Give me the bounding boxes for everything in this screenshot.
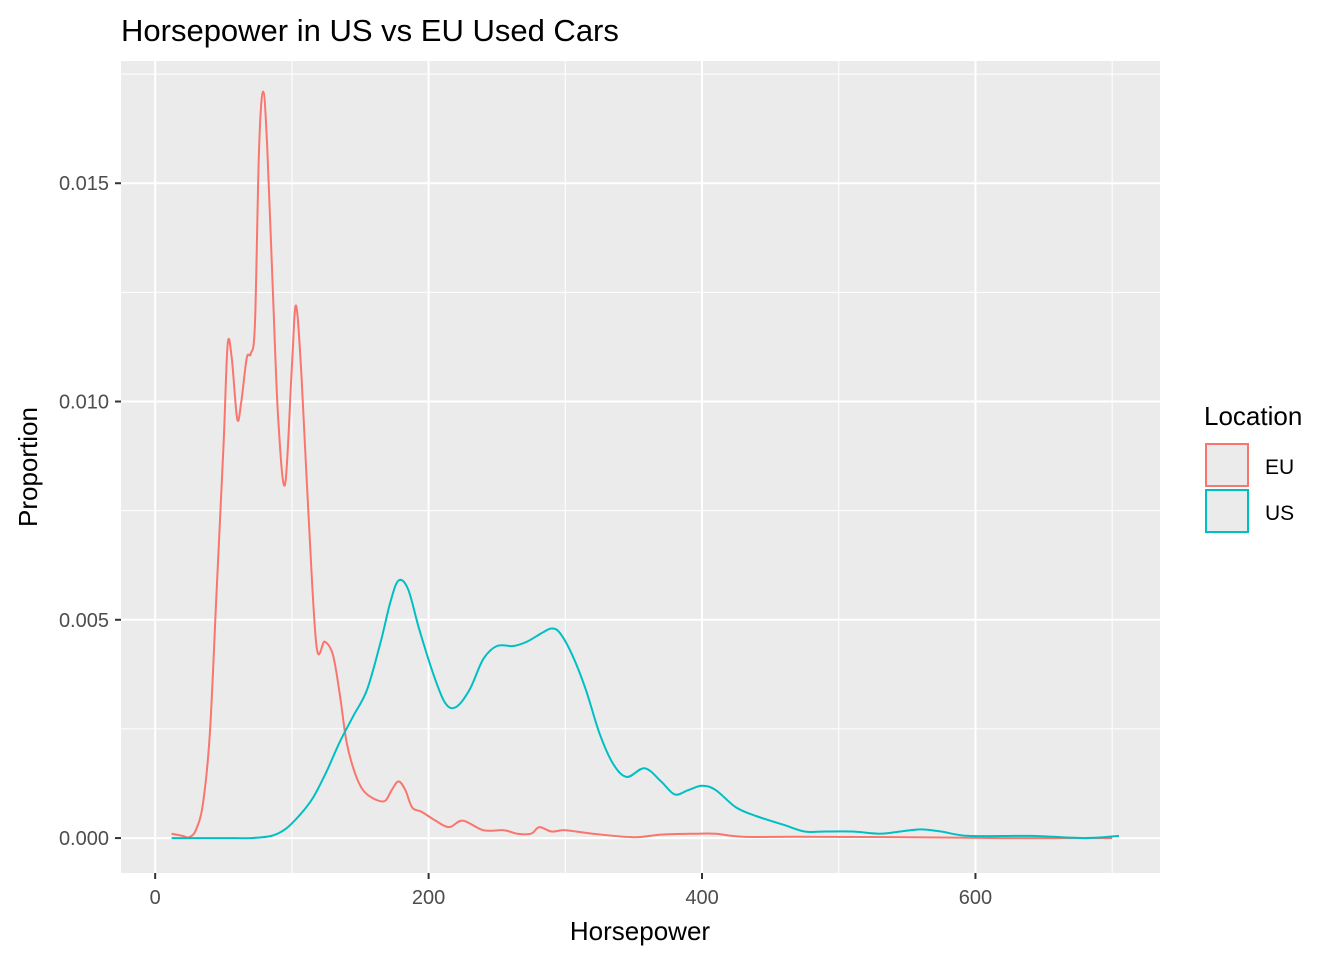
y-tick-label: 0.010 — [59, 392, 109, 414]
major-gridlines — [121, 61, 1160, 873]
y-axis-title: Proportion — [13, 407, 43, 527]
legend-item-eu: EU — [1205, 443, 1294, 487]
legend-key-us — [1205, 489, 1249, 533]
y-tick-label: 0.015 — [59, 173, 109, 195]
x-axis-title: Horsepower — [570, 916, 711, 946]
y-tick-label: 0.000 — [59, 828, 109, 850]
series-lines — [171, 90, 1120, 840]
x-tick-label: 0 — [150, 887, 161, 909]
x-tick-label: 600 — [959, 887, 992, 909]
legend-title: Location — [1204, 401, 1302, 431]
series-line-eu — [171, 90, 1113, 840]
series-line-us — [171, 578, 1120, 840]
x-tick-label: 200 — [412, 887, 445, 909]
y-axis-ticks: 0.000 0.005 0.010 0.015 — [59, 173, 121, 850]
legend-label-us: US — [1265, 502, 1294, 525]
legend-key-eu — [1205, 443, 1249, 487]
x-tick-label: 400 — [685, 887, 718, 909]
plot-panel — [121, 61, 1160, 873]
y-tick-label: 0.005 — [59, 610, 109, 632]
chart-title: Horsepower in US vs EU Used Cars — [121, 13, 619, 48]
x-axis-ticks: 0 200 400 600 — [150, 873, 992, 909]
legend-label-eu: EU — [1265, 456, 1294, 479]
minor-gridlines — [121, 61, 1160, 873]
legend: Location EU US — [1204, 401, 1302, 533]
legend-items: EU US — [1205, 443, 1294, 533]
legend-item-us: US — [1205, 489, 1294, 533]
